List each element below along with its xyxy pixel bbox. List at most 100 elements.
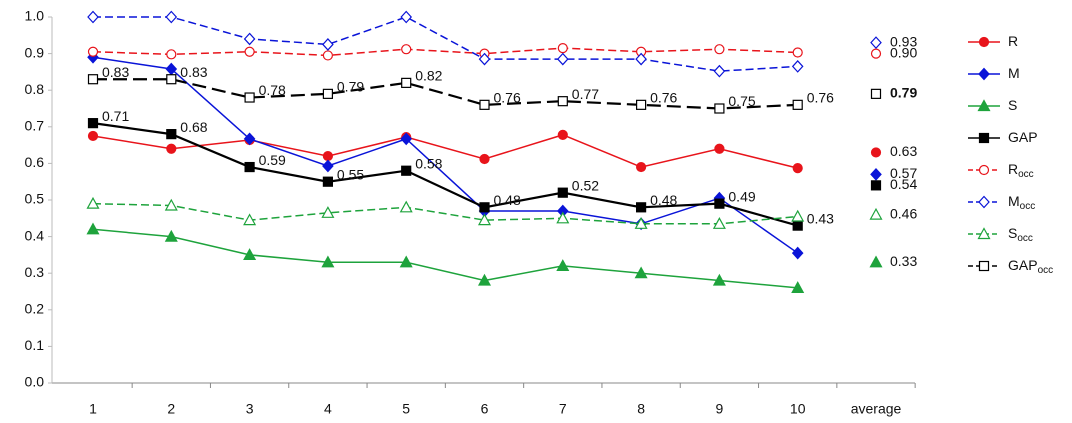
legend-name: GAP: [1008, 257, 1038, 273]
marker: [634, 266, 648, 279]
marker: [164, 198, 178, 211]
data-label: 0.82: [415, 68, 442, 84]
marker: [86, 196, 100, 209]
marker: [322, 50, 333, 61]
marker: [869, 255, 883, 268]
data-label: 0.76: [807, 90, 834, 106]
data-label: 0.46: [890, 205, 917, 221]
series-line: [92, 47, 798, 57]
legend-marker: [977, 99, 991, 112]
marker: [635, 202, 647, 213]
marker: [557, 187, 568, 198]
marker: [321, 206, 335, 218]
x-tick-label: 3: [246, 401, 254, 417]
data-label: 0.43: [807, 210, 834, 226]
marker: [713, 64, 726, 78]
series-line: [92, 134, 798, 169]
data-label: 0.48: [650, 192, 677, 208]
x-tick-label: 10: [790, 401, 806, 417]
marker: [792, 99, 803, 110]
marker: [322, 176, 333, 187]
legend-sub: occ: [1018, 169, 1034, 180]
marker: [399, 255, 413, 268]
legend-name: R: [1008, 33, 1018, 49]
marker: [712, 273, 726, 286]
y-tick-label: 0.5: [25, 191, 45, 207]
marker: [791, 209, 805, 222]
y-tick-label: 0.9: [25, 44, 45, 60]
marker: [635, 99, 647, 110]
data-label: 0.93: [890, 33, 917, 49]
data-label: 0.33: [890, 253, 917, 269]
marker: [401, 77, 412, 88]
y-tick-label: 0.6: [25, 154, 45, 170]
data-label: 0.78: [259, 82, 286, 98]
legend-name: S: [1008, 97, 1017, 113]
legend-name: M: [1008, 193, 1020, 209]
data-label: 0.59: [259, 152, 286, 168]
series-line: [92, 228, 798, 289]
marker: [714, 198, 725, 209]
x-tick-label: 5: [402, 401, 410, 417]
marker: [166, 49, 177, 60]
marker: [870, 36, 882, 50]
data-label: 0.48: [494, 192, 521, 208]
y-tick-label: 0.8: [25, 81, 45, 97]
data-label: 0.83: [102, 64, 129, 80]
data-label: 0.68: [180, 119, 207, 135]
x-tick-label: 7: [559, 401, 567, 417]
x-tick-label: 6: [481, 401, 489, 417]
legend-sub: occ: [1020, 201, 1036, 212]
marker: [477, 213, 492, 226]
marker: [556, 259, 570, 271]
marker: [791, 281, 805, 293]
marker: [166, 74, 177, 85]
marker: [244, 92, 255, 103]
data-label: 0.55: [337, 166, 364, 182]
marker: [477, 273, 492, 286]
marker: [714, 143, 725, 154]
marker: [792, 47, 803, 58]
marker: [870, 88, 882, 99]
legend-label: GAPocc: [1008, 257, 1053, 276]
marker: [791, 60, 804, 73]
marker: [557, 96, 568, 107]
legend-name: GAP: [1008, 129, 1038, 145]
legend-marker: [977, 227, 991, 240]
data-label: 0.75: [728, 93, 755, 109]
data-label: 0.79: [890, 85, 917, 101]
marker: [322, 88, 333, 99]
series-line: [93, 78, 798, 110]
legend-label: S: [1008, 97, 1017, 113]
marker: [869, 207, 883, 220]
marker: [87, 74, 99, 85]
marker: [166, 129, 177, 140]
marker: [479, 99, 490, 110]
marker: [634, 217, 648, 229]
series-line: [93, 16, 798, 72]
marker: [478, 52, 491, 66]
marker: [322, 150, 333, 162]
marker: [400, 10, 413, 24]
legend-label: GAP: [1008, 129, 1038, 145]
marker: [87, 118, 99, 129]
marker: [792, 220, 803, 231]
marker: [86, 222, 100, 235]
marker: [322, 38, 334, 51]
data-label: 0.57: [890, 165, 917, 181]
marker: [870, 48, 882, 59]
marker: [792, 163, 803, 174]
marker: [164, 229, 178, 242]
legend-label: Socc: [1008, 225, 1033, 244]
marker: [714, 44, 725, 55]
marker: [87, 46, 99, 57]
data-label: 0.58: [415, 155, 442, 171]
legend-label: M: [1008, 65, 1020, 81]
marker: [870, 180, 882, 191]
marker: [243, 213, 257, 226]
marker: [321, 255, 335, 268]
y-tick-label: 0.4: [25, 227, 45, 243]
x-tick-label: 9: [716, 401, 724, 417]
x-tick-label: 8: [637, 401, 645, 417]
